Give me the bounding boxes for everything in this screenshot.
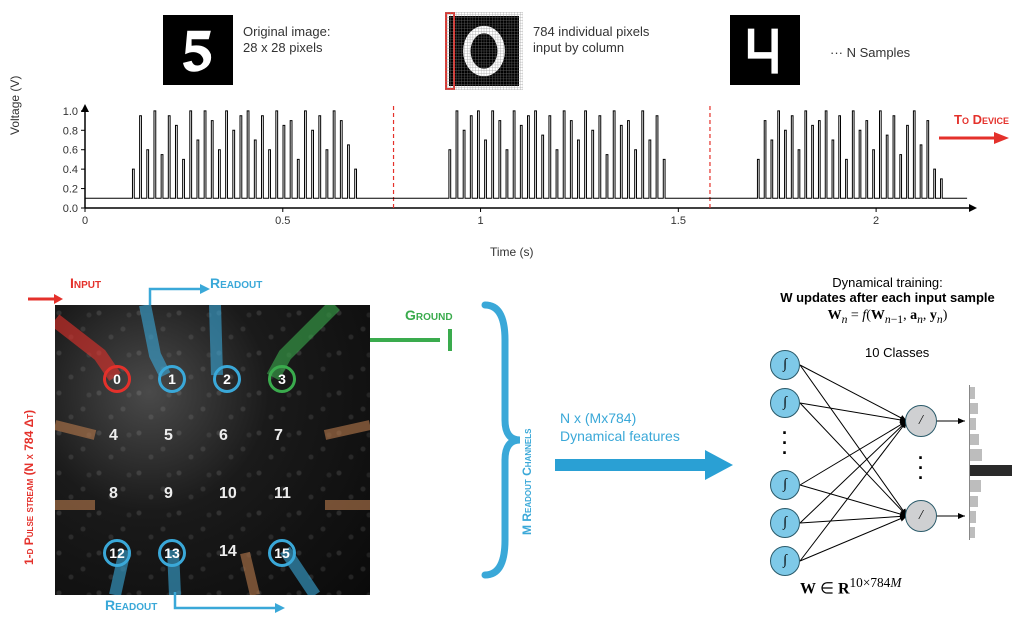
svg-text:2: 2 — [873, 215, 879, 227]
electrode-label-5: 5 — [164, 427, 173, 445]
electrode-label-6: 6 — [219, 427, 228, 445]
dyn-training-block: Dynamical training: W updates after each… — [765, 275, 1010, 326]
svg-text:1: 1 — [477, 215, 483, 227]
hist-bar-1 — [970, 403, 978, 415]
output-histogram — [970, 385, 1015, 540]
nanowire-grid: 0123121315456789101114 — [55, 305, 370, 595]
electrode-1: 1 — [158, 365, 186, 393]
readout-arrow-bottom — [170, 590, 290, 618]
w-formula: W ∈ R10×784M — [800, 575, 901, 598]
hist-axis — [969, 385, 970, 540]
hist-bar-5 — [970, 465, 1012, 477]
readout-channels-label: M Readout Channels — [520, 429, 534, 535]
svg-text:0.8: 0.8 — [63, 125, 78, 137]
electrode-0: 0 — [103, 365, 131, 393]
nn-input-node-1: ∫ — [770, 388, 800, 418]
voltage-chart: 0.0 0.2 0.4 0.6 0.8 1.0 0 0.5 1 1.5 2 — [55, 100, 985, 230]
svg-text:0.5: 0.5 — [275, 215, 290, 227]
y-axis-label: Voltage (V) — [8, 76, 22, 135]
pixel-grid-lines — [445, 12, 523, 90]
dyn-features-arrow — [555, 450, 735, 480]
brace-icon — [475, 300, 523, 580]
pulse-stream-label: 1-d Pulse stream (N x 784 Δt) — [22, 410, 36, 565]
electrode-label-14: 14 — [219, 543, 237, 561]
nn-input-dots: · — [782, 450, 788, 456]
electrode-label-10: 10 — [219, 485, 237, 503]
dyn-feat-l2: Dynamical features — [560, 428, 680, 444]
input-arrow — [28, 293, 63, 305]
hist-bar-9 — [970, 527, 975, 539]
digit0-caption: 784 individual pixels input by column — [533, 24, 649, 57]
svg-text:0.2: 0.2 — [63, 184, 78, 196]
dyn-training-sub: W updates after each input sample — [780, 290, 995, 305]
digit-5-thumb — [163, 15, 233, 85]
digit-0-wrap — [445, 12, 523, 90]
n-samples-label: ··· N Samples — [830, 45, 910, 60]
svg-text:0.6: 0.6 — [63, 145, 78, 157]
electrode-label-4: 4 — [109, 427, 118, 445]
svg-text:0.0: 0.0 — [63, 203, 78, 215]
svg-text:1.5: 1.5 — [671, 215, 686, 227]
svg-text:0.4: 0.4 — [63, 164, 78, 176]
dyn-training-title: Dynamical training: — [765, 275, 1010, 290]
digit-4-thumb — [730, 15, 800, 85]
electrode-label-9: 9 — [164, 485, 173, 503]
hist-bar-4 — [970, 449, 982, 461]
digit-4-glyph — [735, 20, 795, 80]
bottom-panel: Input Readout Ground 1-d Pulse stream (N… — [0, 275, 1019, 620]
nn-input-node-0: ∫ — [770, 350, 800, 380]
nn-output-node-0: / — [905, 405, 937, 437]
to-device-label: To Device — [954, 112, 1009, 127]
digit-5-glyph — [168, 20, 228, 80]
hist-bar-3 — [970, 434, 979, 446]
hist-bar-7 — [970, 496, 978, 508]
nn-output-node-1: / — [905, 500, 937, 532]
nn-output-dots: · — [918, 475, 924, 481]
svg-text:1.0: 1.0 — [63, 106, 78, 118]
electrode-13: 13 — [158, 539, 186, 567]
top-panel: Original image: 28 x 28 pixels 784 indiv… — [0, 0, 1019, 260]
hist-bar-0 — [970, 387, 975, 399]
hist-bar-8 — [970, 511, 976, 523]
dyn-feat-l1: N x (Mx784) — [560, 410, 636, 426]
svg-text:0: 0 — [82, 215, 88, 227]
to-device-arrow — [939, 130, 1009, 146]
nn-diagram: 10 Classes ∫∫∫∫∫···//··· — [760, 330, 1015, 590]
readout-label-bottom: Readout — [105, 597, 157, 613]
electrode-label-8: 8 — [109, 485, 118, 503]
nn-input-node-4: ∫ — [770, 546, 800, 576]
nn-input-node-2: ∫ — [770, 470, 800, 500]
input-label: Input — [70, 275, 101, 291]
hist-bar-2 — [970, 418, 976, 430]
electrode-15: 15 — [268, 539, 296, 567]
electrode-label-7: 7 — [274, 427, 283, 445]
x-axis-label: Time (s) — [490, 245, 534, 259]
column-highlight — [445, 12, 455, 90]
electrode-12: 12 — [103, 539, 131, 567]
dyn-features-label: N x (Mx784) Dynamical features — [560, 410, 680, 445]
hist-bar-6 — [970, 480, 981, 492]
electrode-2: 2 — [213, 365, 241, 393]
nn-input-node-3: ∫ — [770, 508, 800, 538]
electrode-label-11: 11 — [274, 485, 291, 503]
digit5-caption: Original image: 28 x 28 pixels — [243, 24, 330, 57]
electrode-3: 3 — [268, 365, 296, 393]
ground-label: Ground — [405, 307, 453, 323]
ground-symbol — [370, 325, 470, 355]
